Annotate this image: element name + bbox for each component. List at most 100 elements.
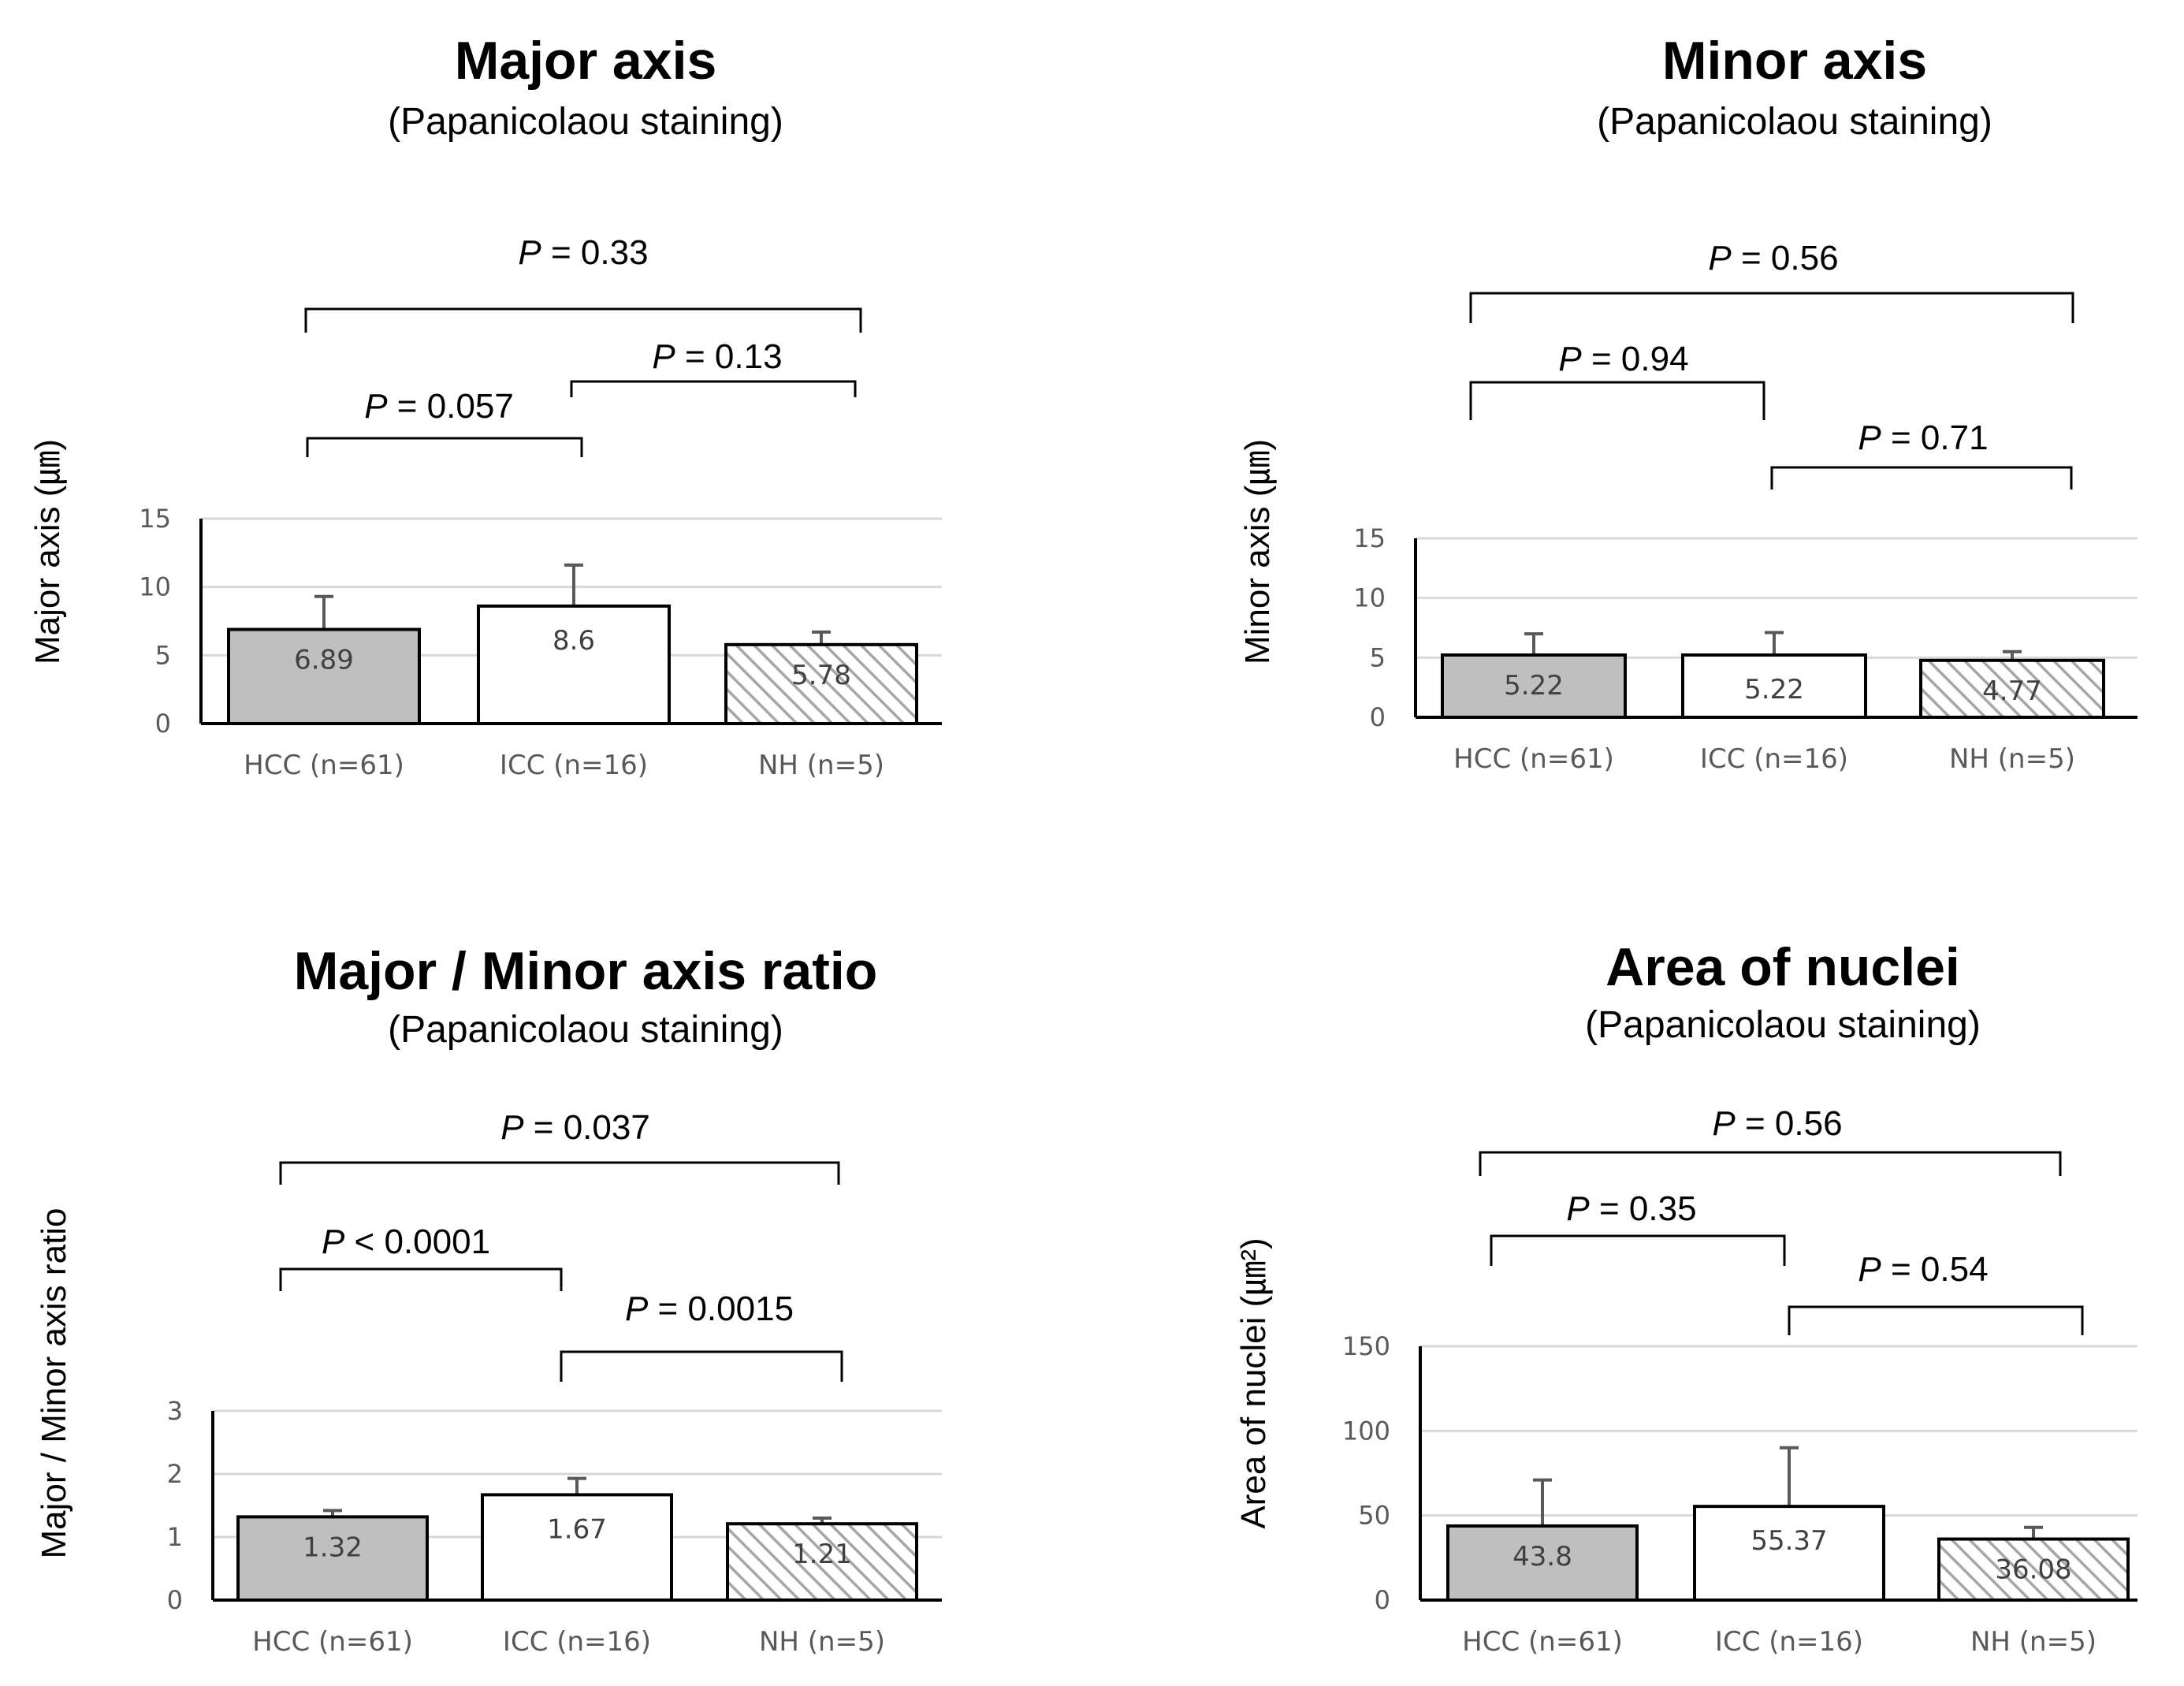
minor-axis-p-value-label: P = 0.56 — [1708, 239, 1838, 277]
major-axis-y-tick-label: 10 — [139, 572, 171, 602]
nuclei-area-title: Area of nuclei — [1605, 937, 1960, 997]
nuclei-area-y-tick-label: 0 — [1375, 1585, 1390, 1615]
major-axis-subtitle: (Papanicolaou staining) — [388, 101, 783, 143]
minor-axis-y-tick-label: 0 — [1370, 702, 1386, 732]
nuclei-area-chart: Area of nuclei (Papanicolaou staining) Are… — [1234, 937, 2137, 1658]
minor-axis-y-tick-label: 5 — [1370, 642, 1386, 672]
axis-ratio-chart: Major / Minor axis ratio (Papanicolaou st… — [35, 941, 942, 1658]
p-value-text: = 0.35 — [1590, 1189, 1697, 1228]
p-value-text: = 0.56 — [1732, 239, 1839, 277]
p-symbol: P — [1558, 340, 1582, 378]
p-value-text: = 0.71 — [1881, 419, 1989, 457]
nuclei-area-subtitle: (Papanicolaou staining) — [1585, 1004, 1981, 1046]
axis-ratio-icc-value-label: 1.67 — [547, 1513, 607, 1545]
major-axis-y-tick-label: 5 — [155, 640, 171, 670]
major-axis-p-value-label: P = 0.33 — [518, 233, 648, 272]
p-value-text: = 0.94 — [1582, 340, 1689, 378]
major-axis-hcc-category-label: HCC (n=61) — [244, 750, 404, 781]
nuclei-area-icc-value-label: 55.37 — [1751, 1525, 1827, 1557]
minor-axis-chart: Minor axis (Papanicolaou staining) Minor a… — [1238, 31, 2137, 775]
nuclei-area-hcc-category-label: HCC (n=61) — [1462, 1626, 1623, 1658]
minor-axis-subtitle: (Papanicolaou staining) — [1597, 101, 1992, 143]
major-axis-y-axis-label: Major axis (㎛) — [28, 439, 67, 664]
axis-ratio-icc-bar — [481, 1493, 673, 1602]
major-axis-title: Major axis — [455, 31, 717, 91]
axis-ratio-y-tick-label: 3 — [167, 1396, 183, 1426]
minor-axis-y-axis-label: Minor axis (㎛) — [1238, 439, 1277, 664]
minor-axis-hcc-category-label: HCC (n=61) — [1453, 743, 1614, 775]
p-symbol: P — [1712, 1104, 1736, 1143]
nuclei-area-icc-category-label: ICC (n=16) — [1715, 1626, 1863, 1658]
nuclei-area-nh-value-label: 36.08 — [1995, 1554, 2071, 1586]
axis-ratio-comparison-bracket — [279, 1161, 840, 1185]
p-symbol: P — [1858, 419, 1881, 457]
major-axis-icc-value-label: 8.6 — [553, 625, 595, 657]
nuclei-area-nh-bar — [1937, 1537, 2130, 1602]
p-symbol: P — [1566, 1189, 1590, 1228]
axis-ratio-p-value-label: P < 0.0001 — [322, 1223, 490, 1261]
major-axis-nh-bar — [724, 642, 918, 726]
p-symbol: P — [364, 387, 388, 426]
axis-ratio-hcc-value-label: 1.32 — [303, 1532, 363, 1563]
nuclei-area-p-value-label: P = 0.35 — [1566, 1189, 1696, 1228]
major-axis-icc-bar — [477, 604, 671, 726]
nuclei-area-y-tick-label: 100 — [1342, 1416, 1390, 1446]
minor-axis-nh-bar — [1919, 658, 2105, 720]
nuclei-area-y-tick-label: 50 — [1358, 1501, 1390, 1531]
nuclei-area-y-tick-label: 150 — [1342, 1331, 1390, 1361]
axis-ratio-y-axis-label: Major / Minor axis ratio — [35, 1208, 73, 1558]
major-axis-comparison-bracket — [304, 307, 862, 333]
p-value-text: = 0.56 — [1736, 1104, 1843, 1143]
minor-axis-p-value-label: P = 0.94 — [1558, 340, 1688, 378]
nuclei-area-nh-category-label: NH (n=5) — [1970, 1626, 2097, 1658]
nuclei-area-p-value-label: P = 0.54 — [1858, 1250, 1988, 1289]
major-axis-comparison-bracket — [306, 437, 583, 457]
major-axis-p-value-label: P = 0.057 — [364, 387, 514, 426]
nuclei-area-y-axis-label: Area of nuclei (㎛²) — [1234, 1238, 1273, 1528]
major-axis-y-tick-label: 0 — [155, 709, 171, 739]
axis-ratio-y-tick-label: 0 — [167, 1585, 183, 1615]
nuclei-area-comparison-bracket — [1788, 1305, 2084, 1335]
major-axis-comparison-bracket — [570, 380, 857, 397]
p-value-text: = 0.54 — [1881, 1250, 1989, 1289]
axis-ratio-p-value-label: P = 0.037 — [500, 1108, 650, 1147]
minor-axis-title: Minor axis — [1662, 31, 1927, 91]
p-symbol: P — [1858, 1250, 1881, 1289]
p-symbol: P — [652, 337, 675, 376]
minor-axis-comparison-bracket — [1770, 466, 2073, 489]
axis-ratio-title: Major / Minor axis ratio — [294, 941, 878, 1001]
minor-axis-icc-value-label: 5.22 — [1744, 674, 1804, 705]
minor-axis-p-value-label: P = 0.71 — [1858, 419, 1988, 457]
minor-axis-comparison-bracket — [1469, 381, 1765, 420]
minor-axis-y-tick-label: 15 — [1353, 523, 1386, 553]
axis-ratio-y-tick-label: 2 — [167, 1459, 183, 1489]
p-value-text: = 0.037 — [524, 1108, 650, 1147]
major-axis-hcc-value-label: 6.89 — [294, 645, 354, 676]
nuclei-area-p-value-label: P = 0.56 — [1712, 1104, 1842, 1143]
p-value-text: = 0.13 — [675, 337, 783, 376]
nuclei-area-comparison-bracket — [1490, 1234, 1786, 1266]
p-symbol: P — [518, 233, 541, 272]
major-axis-chart: Major axis (Papanicolaou staining) Major a… — [28, 31, 942, 781]
minor-axis-icc-category-label: ICC (n=16) — [1700, 743, 1848, 775]
p-symbol: P — [322, 1223, 345, 1261]
p-symbol: P — [1708, 239, 1732, 277]
major-axis-hcc-bar — [227, 627, 421, 725]
minor-axis-nh-category-label: NH (n=5) — [1949, 743, 2075, 775]
axis-ratio-comparison-bracket — [279, 1267, 563, 1291]
p-value-text: < 0.0001 — [344, 1223, 490, 1261]
major-axis-y-tick-label: 15 — [139, 504, 171, 534]
axis-ratio-nh-value-label: 1.21 — [792, 1539, 852, 1570]
p-symbol: P — [500, 1108, 524, 1147]
nuclei-area-hcc-value-label: 43.8 — [1512, 1541, 1572, 1572]
axis-ratio-hcc-bar — [236, 1515, 429, 1602]
p-value-text: = 0.0015 — [648, 1290, 794, 1328]
axis-ratio-nh-bar — [726, 1522, 918, 1602]
p-symbol: P — [625, 1290, 649, 1328]
axis-ratio-hcc-category-label: HCC (n=61) — [252, 1626, 413, 1658]
major-axis-nh-value-label: 5.78 — [791, 660, 851, 691]
major-axis-icc-category-label: ICC (n=16) — [500, 750, 648, 781]
axis-ratio-p-value-label: P = 0.0015 — [625, 1290, 794, 1328]
minor-axis-icc-bar — [1681, 653, 1867, 720]
